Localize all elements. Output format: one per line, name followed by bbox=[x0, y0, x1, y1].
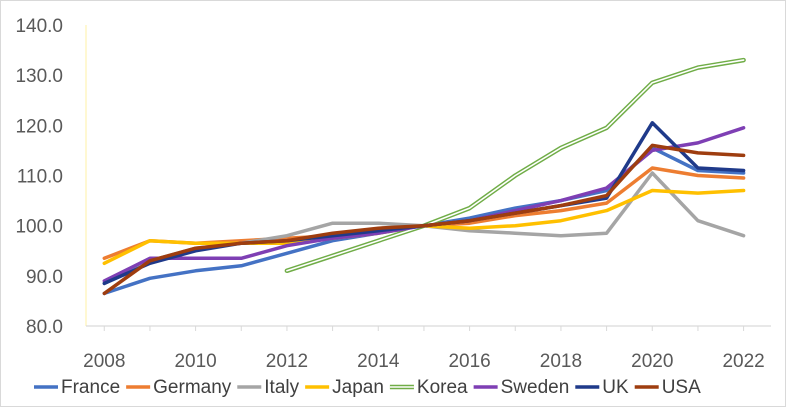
chart-axes: 80.0 90.0 100.0 110.0 120.0 130.0 140.0 2008 201… bbox=[15, 16, 771, 372]
x-tick-label: 2014 bbox=[357, 351, 400, 372]
x-tick-label: 2020 bbox=[631, 351, 673, 372]
series-korea-line bbox=[284, 57, 746, 274]
legend-label: France bbox=[61, 377, 120, 398]
x-tick-label: 2008 bbox=[83, 351, 125, 372]
legend-label: Japan bbox=[332, 377, 384, 398]
legend-label: UK bbox=[602, 377, 629, 398]
legend-item-italy: Italy bbox=[237, 377, 300, 398]
legend-item-usa: USA bbox=[634, 377, 701, 398]
legend-item-japan: Japan bbox=[305, 377, 384, 398]
y-tick-label: 140.0 bbox=[15, 16, 63, 37]
x-tick-label: 2022 bbox=[722, 351, 764, 372]
x-tick-label: 2010 bbox=[174, 351, 216, 372]
legend-label: Korea bbox=[417, 377, 468, 398]
series-italy-line bbox=[102, 171, 746, 286]
legend-item-korea: Korea bbox=[389, 377, 468, 398]
y-tick-label: 110.0 bbox=[17, 167, 63, 188]
series-layer bbox=[102, 57, 746, 296]
y-tick-label: 100.0 bbox=[15, 217, 63, 238]
legend-label: Italy bbox=[264, 377, 299, 398]
y-tick-label: 130.0 bbox=[15, 66, 63, 87]
x-tick-label: 2012 bbox=[266, 351, 308, 372]
legend-item-sweden: Sweden bbox=[473, 377, 570, 398]
legend-label: Sweden bbox=[501, 377, 570, 398]
legend-label: USA bbox=[662, 377, 701, 398]
series-usa-line bbox=[102, 143, 746, 296]
y-tick-label: 90.0 bbox=[26, 267, 63, 288]
x-tick-label: 2018 bbox=[540, 351, 582, 372]
legend-item-germany: Germany bbox=[126, 377, 232, 398]
legend-label: Germany bbox=[153, 377, 232, 398]
y-tick-label: 120.0 bbox=[15, 116, 63, 137]
x-tick-label: 2016 bbox=[448, 351, 490, 372]
legend-item-uk: UK bbox=[575, 377, 629, 398]
y-tick-label: 80.0 bbox=[26, 317, 63, 338]
legend-item-france: France bbox=[34, 377, 120, 398]
chart-legend: France Germany Italy Japan Korea Sweden UK USA bbox=[34, 377, 701, 398]
